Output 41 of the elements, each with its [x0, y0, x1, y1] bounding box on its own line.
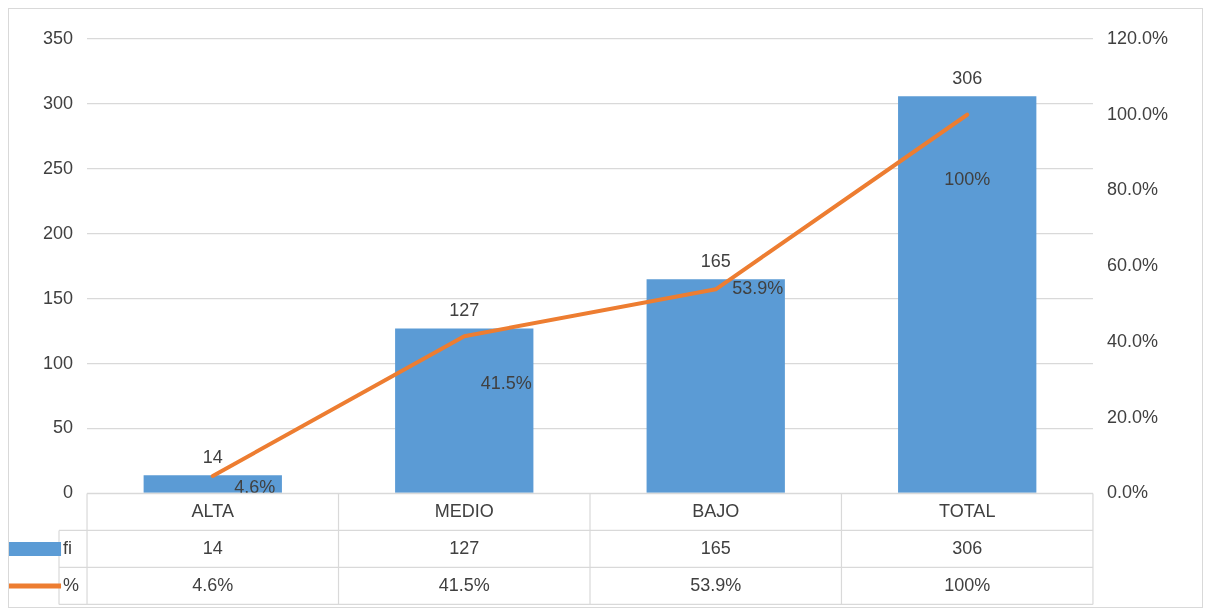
legend-label: fi	[63, 537, 73, 558]
text: 100%	[944, 168, 991, 189]
y2-tick-label: 20.0%	[1106, 406, 1158, 427]
y-tick-label: 150	[42, 287, 74, 308]
bar	[395, 328, 534, 493]
y2-tick-label: 60.0%	[1106, 255, 1158, 276]
x-tick-label: MEDIO	[434, 501, 494, 522]
y2-tick-label: 100.0%	[1106, 103, 1169, 124]
x-tick-label: ALTA	[191, 501, 234, 522]
data-label: 306	[952, 537, 983, 558]
data-label: 165	[700, 537, 731, 558]
y-tick-label: 300	[42, 92, 74, 113]
data-label: 14	[202, 537, 223, 558]
text: 127	[449, 300, 480, 321]
text: 4.6%	[234, 476, 276, 497]
y2-tick-label: 80.0%	[1106, 179, 1158, 200]
y2-tick-label: 40.0%	[1106, 330, 1158, 351]
data-label: 53.9%	[690, 574, 742, 595]
y-tick-label: 200	[42, 222, 74, 243]
y-tick-label: 350	[42, 27, 74, 48]
x-tick-label: BAJO	[692, 501, 740, 522]
bar	[898, 96, 1037, 493]
y-tick-label: 0	[63, 482, 74, 503]
y-tick-label: 100	[42, 352, 74, 373]
y-tick-label: 50	[53, 417, 74, 438]
data-label: 41.5%	[438, 574, 490, 595]
data-label: 4.6%	[192, 574, 234, 595]
text: 53.9%	[732, 278, 784, 299]
y2-tick-label: 0.0%	[1106, 482, 1148, 503]
text: 14	[202, 447, 223, 468]
x-tick-label: TOTAL	[939, 501, 996, 522]
data-label: 127	[449, 537, 480, 558]
text: 306	[952, 68, 983, 89]
y-tick-label: 250	[42, 157, 74, 178]
legend-label: %	[63, 574, 80, 595]
text: 41.5%	[480, 373, 532, 394]
bar	[646, 279, 785, 493]
y2-tick-label: 120.0%	[1106, 27, 1169, 48]
bar	[143, 475, 282, 493]
data-label: 100%	[944, 574, 991, 595]
text: 165	[700, 251, 731, 272]
